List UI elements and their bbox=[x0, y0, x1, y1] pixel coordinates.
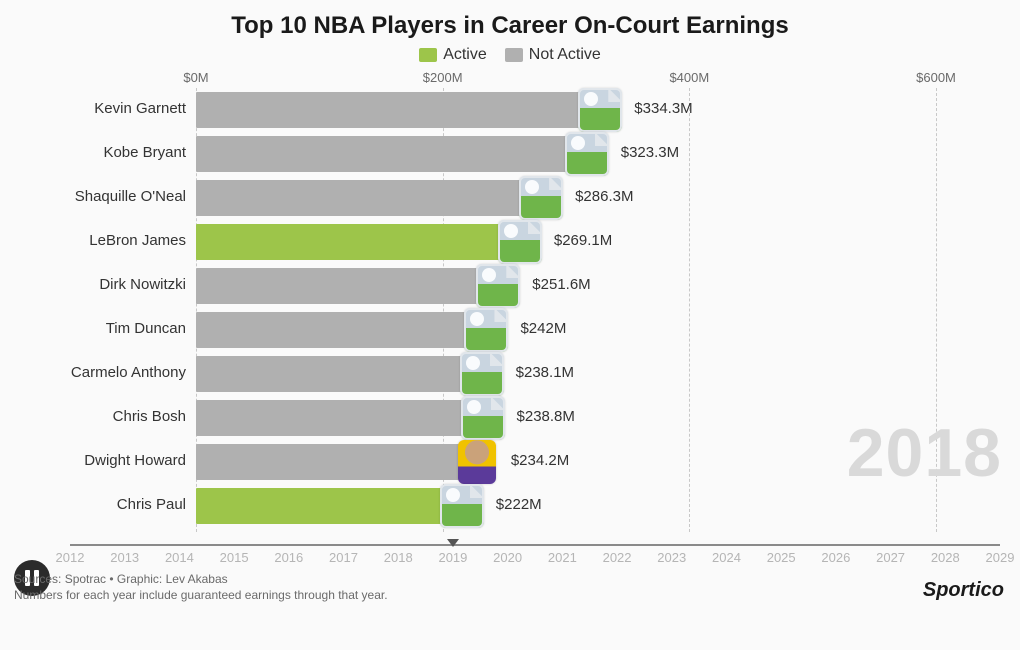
timeline-year-tick[interactable]: 2024 bbox=[712, 550, 741, 565]
chart-container: Top 10 NBA Players in Career On-Court Ea… bbox=[0, 0, 1020, 650]
x-axis-tick: $600M bbox=[916, 70, 956, 85]
bar bbox=[196, 444, 485, 480]
value-label: $242M bbox=[520, 320, 566, 337]
bar bbox=[196, 224, 528, 260]
value-label: $222M bbox=[496, 496, 542, 513]
bar bbox=[196, 180, 549, 216]
player-label: Dirk Nowitzki bbox=[99, 276, 186, 293]
player-label: Chris Paul bbox=[117, 496, 186, 513]
value-label: $334.3M bbox=[634, 100, 692, 117]
timeline-year-tick[interactable]: 2020 bbox=[493, 550, 522, 565]
missing-image-icon bbox=[519, 176, 563, 220]
legend: Active Not Active bbox=[10, 46, 1010, 64]
timeline-year-tick[interactable]: 2021 bbox=[548, 550, 577, 565]
legend-item-active: Active bbox=[419, 46, 487, 64]
bar bbox=[196, 268, 506, 304]
x-axis-tick: $0M bbox=[183, 70, 208, 85]
brand-logo: Sportico bbox=[923, 579, 1004, 602]
bar bbox=[196, 92, 608, 128]
player-photo-icon bbox=[458, 440, 496, 484]
missing-image-icon bbox=[461, 396, 505, 440]
chart-body: Kevin Garnett Kobe Bryant Shaquille O'Neal… bbox=[10, 88, 1010, 532]
value-label: $323.3M bbox=[621, 144, 679, 161]
timeline-marker-icon[interactable] bbox=[447, 539, 459, 547]
missing-image-icon bbox=[565, 132, 609, 176]
timeline-year-tick[interactable]: 2014 bbox=[165, 550, 194, 565]
timeline-year-tick[interactable]: 2016 bbox=[274, 550, 303, 565]
x-axis-tick: $400M bbox=[669, 70, 709, 85]
timeline-year-tick[interactable]: 2013 bbox=[110, 550, 139, 565]
value-label: $286.3M bbox=[575, 188, 633, 205]
x-axis-top: $0M $200M $400M $600M bbox=[10, 70, 1010, 88]
value-label: $269.1M bbox=[554, 232, 612, 249]
missing-image-icon bbox=[440, 484, 484, 528]
timeline-year-tick[interactable]: 2012 bbox=[56, 550, 85, 565]
footer-sources: Sources: Spotrac • Graphic: Lev Akabas bbox=[14, 572, 1006, 586]
legend-label-not-active: Not Active bbox=[529, 46, 601, 64]
player-label: LeBron James bbox=[89, 232, 186, 249]
legend-label-active: Active bbox=[443, 46, 487, 64]
player-label: Kevin Garnett bbox=[94, 100, 186, 117]
legend-item-not-active: Not Active bbox=[505, 46, 601, 64]
timeline-year-tick[interactable]: 2017 bbox=[329, 550, 358, 565]
timeline[interactable]: 2012 2013 2014 2015 2016 2017 2018 2019 2020 2021… bbox=[10, 536, 1010, 570]
timeline-line bbox=[70, 544, 1000, 546]
value-label: $234.2M bbox=[511, 452, 569, 469]
bar bbox=[196, 356, 490, 392]
player-label: Chris Bosh bbox=[113, 408, 186, 425]
player-label: Kobe Bryant bbox=[103, 144, 186, 161]
footer-note: Numbers for each year include guaranteed… bbox=[14, 588, 1006, 602]
timeline-year-tick[interactable]: 2029 bbox=[986, 550, 1015, 565]
labels-column: Kevin Garnett Kobe Bryant Shaquille O'Neal… bbox=[10, 88, 196, 532]
timeline-year-tick[interactable]: 2023 bbox=[657, 550, 686, 565]
missing-image-icon bbox=[578, 88, 622, 132]
missing-image-icon bbox=[464, 308, 508, 352]
player-label: Carmelo Anthony bbox=[71, 364, 186, 381]
timeline-year-tick[interactable]: 2027 bbox=[876, 550, 905, 565]
bar bbox=[196, 488, 470, 524]
player-label: Dwight Howard bbox=[84, 452, 186, 469]
bar bbox=[196, 312, 494, 348]
timeline-year-tick[interactable]: 2028 bbox=[931, 550, 960, 565]
x-axis-tick: $200M bbox=[423, 70, 463, 85]
timeline-year-tick[interactable]: 2018 bbox=[384, 550, 413, 565]
bar bbox=[196, 136, 595, 172]
chart-title: Top 10 NBA Players in Career On-Court Ea… bbox=[10, 12, 1010, 40]
legend-swatch-active bbox=[419, 48, 437, 62]
value-label: $238.8M bbox=[517, 408, 575, 425]
timeline-year-tick[interactable]: 2015 bbox=[220, 550, 249, 565]
missing-image-icon bbox=[498, 220, 542, 264]
player-label: Tim Duncan bbox=[106, 320, 186, 337]
bar bbox=[196, 400, 491, 436]
player-label: Shaquille O'Neal bbox=[75, 188, 186, 205]
timeline-year-tick[interactable]: 2019 bbox=[438, 550, 467, 565]
timeline-year-tick[interactable]: 2022 bbox=[603, 550, 632, 565]
timeline-year-tick[interactable]: 2026 bbox=[821, 550, 850, 565]
value-label: $238.1M bbox=[516, 364, 574, 381]
legend-swatch-not-active bbox=[505, 48, 523, 62]
timeline-year-tick[interactable]: 2025 bbox=[767, 550, 796, 565]
missing-image-icon bbox=[460, 352, 504, 396]
plot-area: $0M $200M $400M $600M Kevin Garnett Kobe Bry… bbox=[10, 70, 1010, 570]
missing-image-icon bbox=[476, 264, 520, 308]
footer: Sources: Spotrac • Graphic: Lev Akabas N… bbox=[10, 572, 1010, 602]
value-label: $251.6M bbox=[532, 276, 590, 293]
year-watermark: 2018 bbox=[847, 414, 1002, 492]
